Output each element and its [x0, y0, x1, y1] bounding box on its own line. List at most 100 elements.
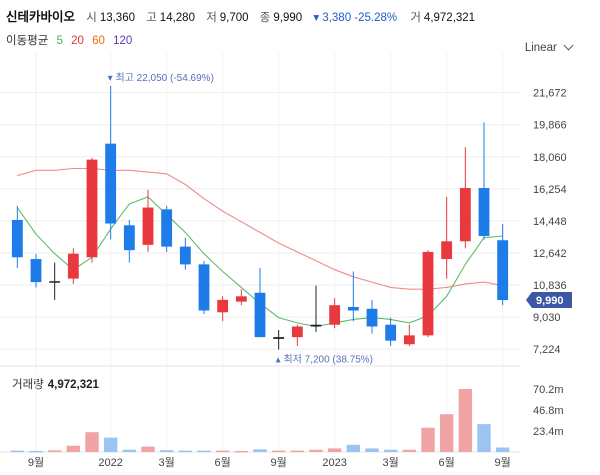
ma-20-toggle[interactable]: 20 — [71, 35, 84, 47]
close-value: 9,990 — [273, 12, 303, 24]
volume-bar — [458, 389, 473, 452]
y-tick-label: 14,448 — [533, 216, 567, 228]
x-tick-label: 9월 — [495, 456, 511, 469]
candle-body — [67, 253, 79, 279]
candle-body — [403, 335, 415, 345]
y-tick-label: 12,642 — [533, 248, 567, 260]
candle-body — [329, 305, 341, 325]
volume-bar — [66, 445, 81, 452]
y-tick-label: 7,224 — [533, 344, 561, 356]
ma-120-toggle[interactable]: 120 — [113, 35, 133, 47]
candle-body — [123, 225, 135, 251]
high-annotation: ▾ 최고 22,050 (-54.69%) — [108, 72, 214, 84]
volume-bar — [271, 450, 286, 453]
y-tick-label: 9,030 — [533, 312, 561, 324]
candle-body — [441, 241, 453, 260]
volume-value: 4,972,321 — [423, 12, 476, 24]
candle-body — [49, 281, 61, 283]
volume-tick-label: 70.2m — [533, 384, 564, 396]
low-label: 저 — [206, 12, 217, 24]
volume-bars: 70.2m 46.8m 23.4m — [10, 384, 564, 453]
candle-body — [198, 264, 210, 311]
candle-body — [105, 143, 117, 224]
candle-body — [478, 188, 490, 236]
price-header: 신테카바이오 시 13,360 고 14,280 저 9,700 종 9,990 ▾ 3… — [6, 6, 483, 24]
volume-tick-label: 23.4m — [533, 426, 564, 438]
x-tick-label: 3월 — [383, 456, 399, 469]
candles — [11, 85, 509, 350]
volume-bar — [215, 450, 230, 453]
ma-label: 이동평균 — [6, 35, 49, 47]
volume-bar — [402, 449, 417, 452]
candle-body — [142, 207, 154, 245]
volume-bar — [29, 450, 43, 453]
y-axis: 21,672 19,866 18,060 16,254 14,448 12,642 10,8… — [526, 88, 572, 356]
volume-bar — [253, 449, 267, 452]
volume-bar — [178, 450, 193, 453]
volume-title: 거래량 4,972,321 — [12, 379, 99, 391]
scale-toggle-button[interactable]: Linear — [524, 40, 574, 54]
volume-title-value: 4,972,321 — [47, 379, 99, 391]
volume-bar — [495, 447, 510, 452]
open-value: 13,360 — [99, 12, 135, 24]
high-label: 고 — [146, 12, 157, 24]
x-tick-label: 2023 — [322, 457, 346, 469]
volume-bar — [47, 450, 62, 452]
candle-body — [254, 292, 266, 338]
y-tick-label: 19,866 — [533, 120, 567, 132]
high-value: 14,280 — [159, 12, 195, 24]
ma-60-toggle[interactable]: 60 — [92, 35, 105, 47]
x-tick-label: 6월 — [215, 456, 231, 469]
volume-bar — [103, 437, 118, 452]
y-tick-label: 10,836 — [533, 280, 567, 292]
ma-5-toggle[interactable]: 5 — [56, 35, 63, 47]
candle-body — [273, 337, 285, 339]
candle-body — [291, 326, 303, 338]
volume-bar — [290, 450, 305, 453]
candle-body — [217, 299, 229, 313]
candle-body — [366, 308, 378, 327]
current-price-label: 9,990 — [536, 295, 564, 307]
candle-body — [11, 219, 23, 258]
candle-body — [347, 306, 359, 311]
x-tick-label: 2022 — [98, 457, 122, 469]
volume-bar — [327, 448, 342, 452]
annotations: ▾ 최고 22,050 (-54.69%) ▴ 최저 7,200 (38.75%) — [108, 72, 373, 366]
stock-name: 신테카바이오 — [6, 10, 76, 24]
candle-body — [86, 159, 98, 258]
volume-bar — [365, 448, 379, 452]
y-tick-label: 21,672 — [533, 88, 567, 100]
low-annotation: ▴ 최저 7,200 (38.75%) — [276, 354, 373, 366]
ma-20-line — [17, 167, 503, 290]
volume-label: 거 — [410, 12, 421, 24]
candle-body — [30, 259, 42, 283]
volume-bar — [477, 424, 491, 452]
volume-bar — [197, 450, 211, 453]
candle-body — [235, 296, 247, 302]
scale-label: Linear — [524, 42, 557, 54]
volume-bar — [159, 450, 174, 452]
volume-bar — [383, 449, 398, 452]
x-tick-label: 9월 — [271, 456, 287, 469]
change-value: ▾ 3,380 -25.28% — [313, 12, 398, 24]
volume-bar — [309, 449, 323, 452]
candle-body — [459, 188, 471, 242]
candle-body — [497, 240, 509, 301]
moving-average-legend: 이동평균 5 20 60 120 — [6, 32, 137, 48]
volume-title-label: 거 — [12, 379, 23, 391]
low-value: 9,700 — [219, 12, 249, 24]
y-tick-label: 18,060 — [533, 152, 567, 164]
volume-bar — [421, 427, 435, 452]
candle-body — [179, 246, 191, 265]
volume-bar — [234, 450, 249, 453]
candle-body — [310, 324, 322, 327]
current-price-tag: 9,990 — [526, 292, 572, 309]
x-tick-label: 9월 — [28, 456, 44, 469]
x-axis: 9월 2022 3월 6월 9월 2023 3월 6월 9월 — [28, 456, 511, 469]
volume-bar — [346, 444, 361, 452]
volume-tick-label: 46.8m — [533, 405, 564, 417]
x-tick-label: 3월 — [159, 456, 175, 469]
candle-body — [161, 209, 173, 247]
close-label: 종 — [259, 12, 271, 24]
